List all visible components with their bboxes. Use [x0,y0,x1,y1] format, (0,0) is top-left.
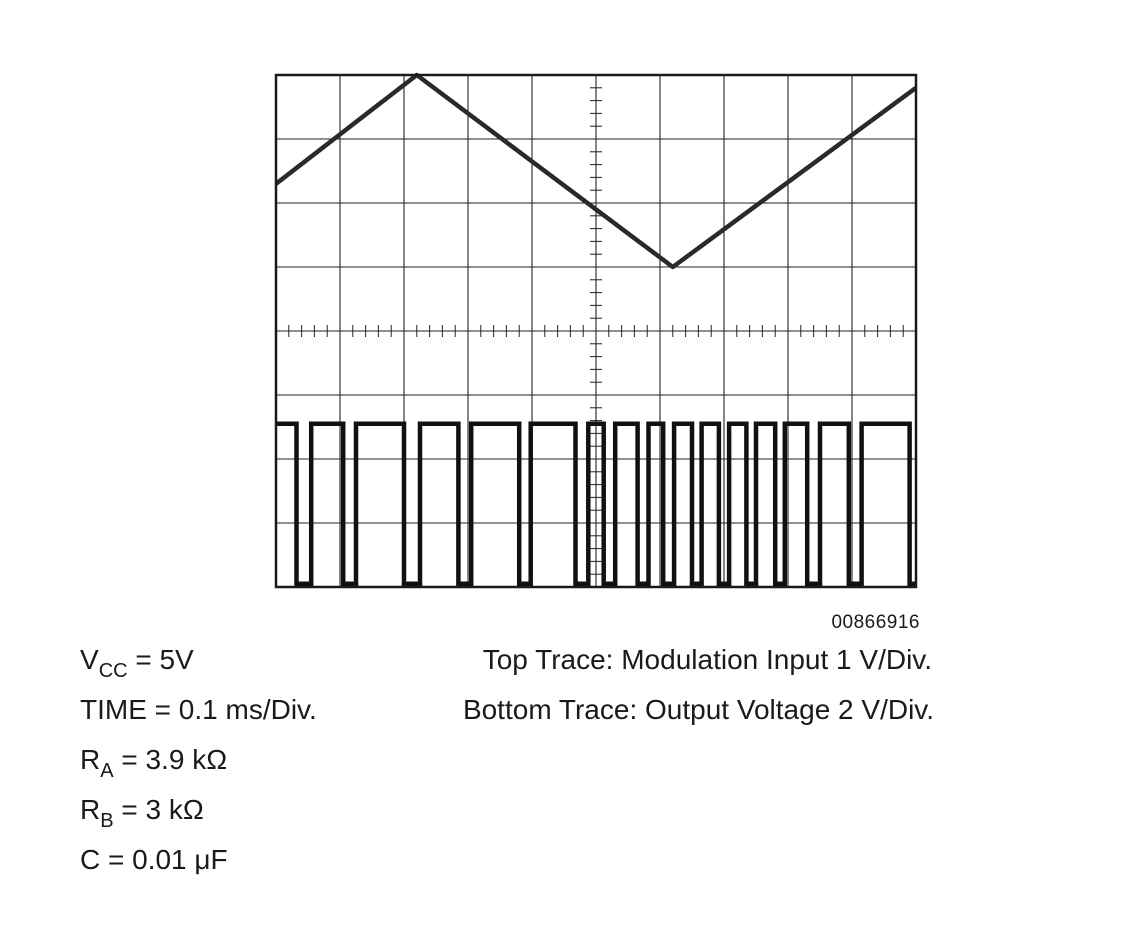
ra-value: = 3.9 kΩ [113,744,228,775]
vcc-subscript: CC [98,660,128,682]
ra-subscript: A [100,760,114,782]
time-condition: TIME = 0.1 ms/Div. [80,694,317,725]
traces [274,72,918,587]
center-axis-ticks [288,87,904,575]
vcc-value: = 5V [127,644,194,675]
figure-id: 00866916 [831,612,920,633]
vcc-symbol: V [80,644,99,675]
c-condition: C = 0.01 μF [80,844,228,875]
modulation-input-trace [274,72,918,270]
grid [276,75,916,587]
ra-condition: RA = 3.9 kΩ [80,744,228,782]
ra-symbol: R [80,744,101,775]
bottom-trace-label: Bottom Trace: Output Voltage 2 V/Div. [462,694,934,725]
vcc-condition: VCC = 5V [80,644,194,682]
plot-frame [274,73,918,589]
rb-condition: RB = 3 kΩ [80,794,204,832]
top-trace-label: Top Trace: Modulation Input 1 V/Div. [482,644,932,675]
rb-subscript: B [100,810,114,832]
rb-value: = 3 kΩ [113,794,204,825]
output-voltage-trace [276,421,916,587]
rb-symbol: R [80,794,101,825]
